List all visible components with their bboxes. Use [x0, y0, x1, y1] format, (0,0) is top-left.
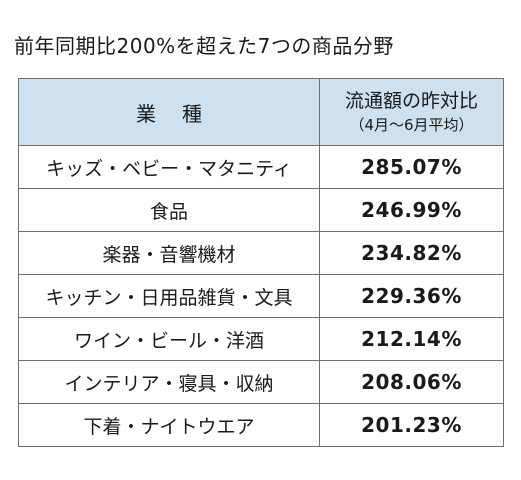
row-value: 234.82% — [319, 231, 504, 275]
table-header-row: 業種 流通額の昨対比 （4月〜6月平均） — [18, 78, 504, 146]
table-row: 楽器・音響機材 234.82% — [18, 231, 504, 275]
table-row: 下着・ナイトウエア 201.23% — [18, 403, 504, 447]
row-value: 212.14% — [319, 317, 504, 361]
column-header-category-label: 業種 — [136, 101, 228, 126]
row-category: キッズ・ベビー・マタニティ — [18, 145, 320, 189]
table-row: キッチン・日用品雑貨・文具 229.36% — [18, 274, 504, 318]
category-growth-table: 業種 流通額の昨対比 （4月〜6月平均） キッズ・ベビー・マタニティ 285.0… — [18, 78, 504, 447]
row-value: 285.07% — [319, 145, 504, 189]
row-category: インテリア・寝具・収納 — [18, 360, 320, 404]
row-category: 下着・ナイトウエア — [18, 403, 320, 447]
page-title: 前年同期比200%を超えた7つの商品分野 — [14, 34, 394, 58]
column-header-value-label: 流通額の昨対比 — [344, 90, 478, 112]
table-row: ワイン・ビール・洋酒 212.14% — [18, 317, 504, 361]
table-row: 食品 246.99% — [18, 188, 504, 232]
row-category: ワイン・ビール・洋酒 — [18, 317, 320, 361]
row-category: 楽器・音響機材 — [18, 231, 320, 275]
row-value: 201.23% — [319, 403, 504, 447]
row-category: キッチン・日用品雑貨・文具 — [18, 274, 320, 318]
row-value: 246.99% — [319, 188, 504, 232]
column-header-category: 業種 — [18, 78, 320, 146]
row-category: 食品 — [18, 188, 320, 232]
row-value: 229.36% — [319, 274, 504, 318]
column-header-value-period: （4月〜6月平均） — [349, 116, 474, 134]
table-row: キッズ・ベビー・マタニティ 285.07% — [18, 145, 504, 189]
table-row: インテリア・寝具・収納 208.06% — [18, 360, 504, 404]
row-value: 208.06% — [319, 360, 504, 404]
column-header-value: 流通額の昨対比 （4月〜6月平均） — [319, 78, 504, 146]
